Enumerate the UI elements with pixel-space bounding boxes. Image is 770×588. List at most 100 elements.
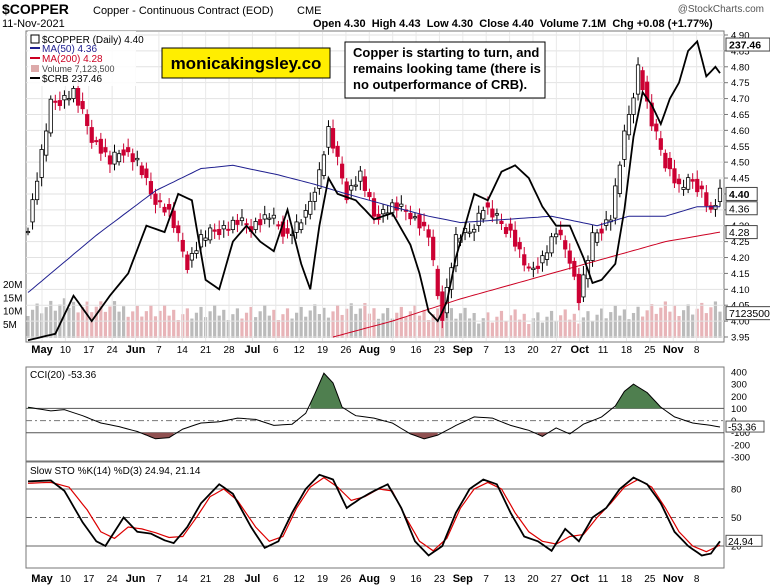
candle [80,92,85,114]
volume-bar [709,307,713,338]
volume-bar [258,311,262,338]
x-tick-label: 19 [317,345,329,356]
price-tick-label: 4.25 [731,237,750,248]
volume-bar [604,318,608,338]
candle [312,187,317,211]
x-tick-label: 17 [83,345,95,356]
candle [531,261,536,278]
volume-bar [240,318,244,338]
ma200-line [332,231,721,338]
x-tick-label: 27 [551,574,563,585]
x-tick-label: 7 [156,574,162,585]
candle [135,150,140,167]
volume-bar [417,315,422,338]
volume-bar [372,308,376,338]
volume-bar [76,312,80,338]
candle [185,251,190,274]
candle [258,213,263,233]
candle [526,263,531,272]
candle [645,75,650,109]
x-tick-label: 21 [200,345,212,356]
chart-date: 11-Nov-2021 [2,18,65,30]
x-tick-label: 10 [60,574,72,585]
x-tick-label: 10 [60,345,72,356]
candle [476,205,481,232]
volume-bar [472,313,476,338]
candle [563,235,568,258]
candle [103,138,108,158]
svg-text:4.28: 4.28 [729,227,750,239]
exchange: CME [297,5,321,17]
candle [435,265,440,300]
sto-badge: 24.94 [725,534,763,548]
x-tick-label: 23 [434,345,446,356]
candle [362,169,367,197]
x-tick-label: 6 [273,574,279,585]
candle [112,144,117,171]
sto-axis: 80 50 20 [731,485,742,553]
x-tick-label: 14 [177,345,189,356]
volume-bar [395,312,399,338]
volume-bar [518,319,522,338]
volume-tick-label: 20M [3,280,22,291]
volume-bar [641,316,645,338]
volume-bar [162,305,167,338]
volume-bar [276,320,280,338]
candle [676,174,682,193]
cci-tick-label: 300 [731,380,747,391]
cci-tick-label: 400 [731,368,747,379]
volume-bar [522,313,526,338]
candle [235,213,240,233]
volume-bar [700,302,704,338]
candle [558,221,563,240]
price-badges: 237.46 4.40 4.36 4.28 7123500 [725,37,770,321]
volume-bar [668,311,672,338]
volume-bar [681,310,686,338]
cci-fill-area [410,432,438,439]
candle [635,57,641,101]
x-tick-label: 7 [156,345,162,356]
crb-line [27,39,721,342]
volume-bar [581,317,586,338]
volume-bar [490,322,494,338]
x-tick-label: 20 [527,574,539,585]
x-tick-label: Sep [453,344,473,356]
candle [44,123,49,162]
volume-bar [454,318,458,338]
sto-panel-frame [25,461,725,569]
candle [367,188,372,201]
volume-bar [135,305,139,338]
volume-bar [486,312,490,338]
candle [48,95,53,137]
x-tick-label: Oct [571,344,590,356]
candle [303,204,308,225]
candle [426,224,431,247]
volume-bar [718,311,722,338]
candle [417,208,422,236]
price-tick-label: 4.70 [731,94,750,105]
candle [713,199,718,217]
candle [53,94,58,111]
svg-text:4.40: 4.40 [729,189,750,201]
price-badge: 4.36 [725,201,758,216]
volume-bar [463,307,467,338]
candle [695,170,700,197]
candle [467,223,472,238]
candle [66,90,72,106]
volume-tick-label: 5M [3,320,17,331]
x-tick-label: 12 [294,345,306,356]
volume-bar [167,315,171,338]
sto-tick-label: 80 [731,485,742,496]
volume-bar [176,320,180,338]
x-tick-label: 14 [177,574,189,585]
volume-bar [217,315,221,338]
candle [285,219,290,239]
cci-tick-label: 100 [731,404,747,415]
candle [98,132,103,161]
legend-price: $COPPER (Daily) 4.40 [42,35,144,46]
x-tick-label: Nov [663,344,685,356]
price-tick-label: 4.20 [731,253,750,264]
x-tick-label: 12 [294,574,306,585]
ma50-line [27,164,720,293]
